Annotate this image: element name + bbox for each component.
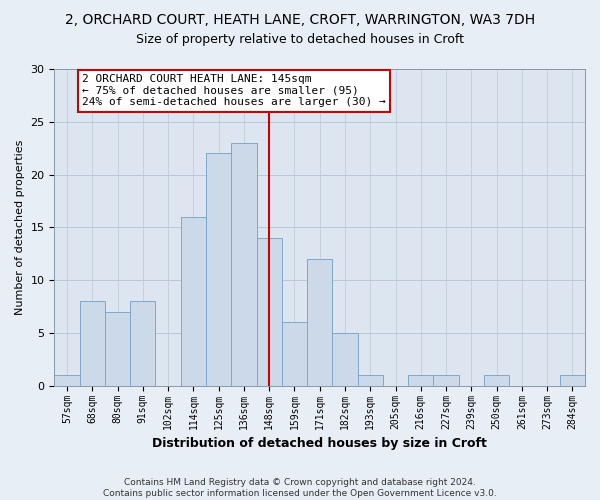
Bar: [257, 238, 282, 386]
Bar: [560, 375, 585, 386]
Bar: [181, 217, 206, 386]
Bar: [484, 375, 509, 386]
Bar: [282, 322, 307, 386]
Text: 2 ORCHARD COURT HEATH LANE: 145sqm
← 75% of detached houses are smaller (95)
24%: 2 ORCHARD COURT HEATH LANE: 145sqm ← 75%…: [82, 74, 386, 108]
Bar: [55, 375, 80, 386]
Bar: [80, 302, 105, 386]
Text: 2, ORCHARD COURT, HEATH LANE, CROFT, WARRINGTON, WA3 7DH: 2, ORCHARD COURT, HEATH LANE, CROFT, WAR…: [65, 12, 535, 26]
Bar: [105, 312, 130, 386]
Bar: [433, 375, 458, 386]
Bar: [206, 154, 231, 386]
Bar: [231, 143, 257, 386]
Bar: [332, 333, 358, 386]
Text: Contains HM Land Registry data © Crown copyright and database right 2024.
Contai: Contains HM Land Registry data © Crown c…: [103, 478, 497, 498]
Bar: [307, 259, 332, 386]
Bar: [358, 375, 383, 386]
X-axis label: Distribution of detached houses by size in Croft: Distribution of detached houses by size …: [152, 437, 487, 450]
Bar: [130, 302, 155, 386]
Text: Size of property relative to detached houses in Croft: Size of property relative to detached ho…: [136, 32, 464, 46]
Y-axis label: Number of detached properties: Number of detached properties: [15, 140, 25, 315]
Bar: [408, 375, 433, 386]
